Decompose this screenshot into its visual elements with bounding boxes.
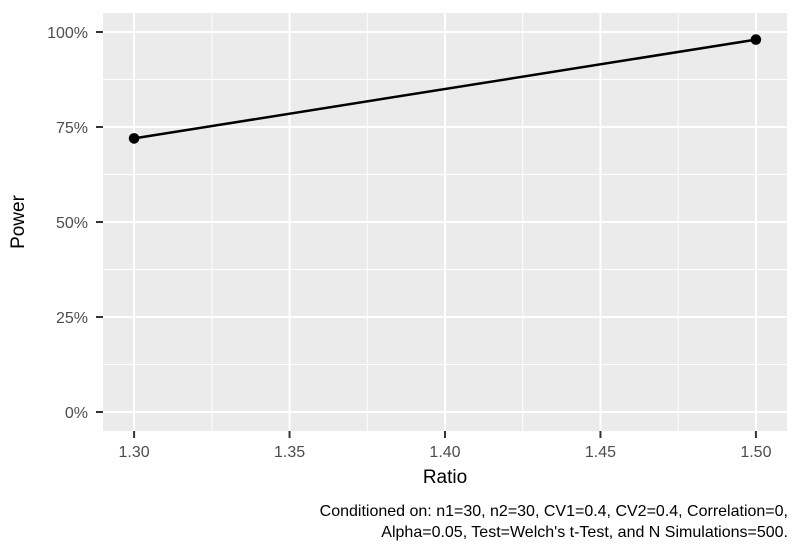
chart-caption: Conditioned on: n1=30, n2=30, CV1=0.4, C… bbox=[320, 501, 788, 543]
y-tick-label: 0% bbox=[65, 405, 88, 422]
series-line bbox=[133, 38, 757, 140]
x-tick-label: 1.30 bbox=[119, 444, 150, 461]
x-tick-label: 1.45 bbox=[585, 444, 616, 461]
y-tick-label: 50% bbox=[56, 215, 88, 232]
data-point bbox=[750, 34, 762, 45]
y-tick-label: 100% bbox=[47, 25, 88, 42]
caption-line-1: Conditioned on: n1=30, n2=30, CV1=0.4, C… bbox=[319, 503, 788, 520]
y-tick-label: 25% bbox=[56, 310, 88, 327]
x-tick-label: 1.40 bbox=[429, 444, 460, 461]
x-tick-label: 1.35 bbox=[274, 444, 305, 461]
x-axis-title: Ratio bbox=[422, 467, 468, 488]
y-tick-label: 75% bbox=[56, 120, 88, 137]
caption-line-2: Alpha=0.05, Test=Welch's t-Test, and N S… bbox=[381, 524, 788, 541]
data-point bbox=[128, 133, 140, 144]
y-axis-title: Power bbox=[8, 195, 29, 249]
x-tick-label: 1.50 bbox=[740, 444, 771, 461]
